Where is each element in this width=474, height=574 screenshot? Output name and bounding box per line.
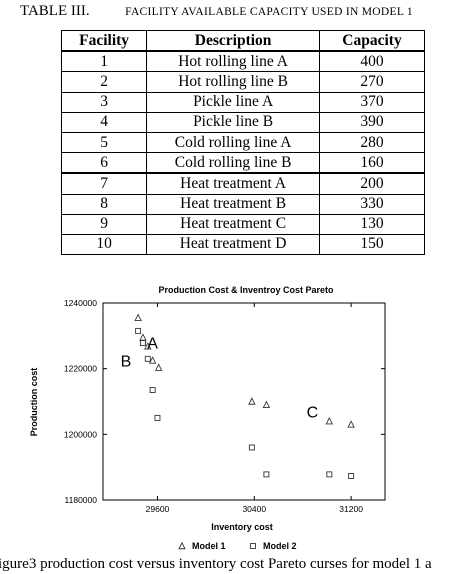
legend-label: Model 1 xyxy=(192,541,226,551)
model2-point xyxy=(139,340,146,347)
model1-point xyxy=(134,313,142,321)
data-points xyxy=(134,313,355,479)
model2-point xyxy=(149,387,156,393)
cell-description: Hot rolling line B xyxy=(146,71,320,93)
y-tick-label: 1200000 xyxy=(64,429,97,439)
model1-point xyxy=(144,342,152,350)
pareto-chart-svg: Production Cost & Inventroy Cost Pareto … xyxy=(29,285,386,551)
model1-point xyxy=(262,400,271,408)
header-capacity: Capacity xyxy=(319,30,425,53)
facility-capacity-table: Facility Description Capacity 1 Hot rolli… xyxy=(60,30,425,256)
annotation-label: C xyxy=(307,404,319,421)
model1-point xyxy=(154,363,163,371)
model1-point xyxy=(148,356,157,364)
y-axis-label: Production cost xyxy=(29,368,39,437)
header-facility: Facility xyxy=(60,30,148,53)
table-row: 4 Pickle line B 390 xyxy=(60,111,425,133)
legend-marker xyxy=(250,543,256,549)
table-row: 10 Heat treatment D 150 xyxy=(60,233,425,256)
cell-capacity: 200 xyxy=(319,172,425,195)
legend-marker xyxy=(178,541,186,550)
cell-facility: 3 xyxy=(60,91,148,113)
x-tick-label: 29600 xyxy=(146,504,170,514)
model2-point xyxy=(263,471,270,478)
model2-point xyxy=(348,473,355,479)
cell-description: Heat treatment C xyxy=(146,213,320,235)
y-tick-label: 1240000 xyxy=(64,298,97,308)
table-row: 9 Heat treatment C 130 xyxy=(60,213,425,235)
model1-point xyxy=(248,397,256,405)
cell-description: Pickle line B xyxy=(146,111,320,133)
model2-point xyxy=(135,327,142,334)
x-axis: 29600 30400 31200 xyxy=(146,303,363,514)
cell-description: Heat treatment B xyxy=(146,193,320,215)
x-axis-label: Inventory cost xyxy=(211,522,273,532)
cell-description: Hot rolling line A xyxy=(146,50,320,73)
table-label: TABLE III. xyxy=(20,3,90,19)
cell-description: Pickle line A xyxy=(146,91,320,113)
chart-title: Production Cost & Inventroy Cost Pareto xyxy=(158,285,334,295)
cell-capacity: 330 xyxy=(319,193,425,215)
table-caption: TABLE III. FACILITY AVAILABLE CAPACITY U… xyxy=(20,3,470,20)
cell-capacity: 370 xyxy=(319,91,425,113)
cell-capacity: 270 xyxy=(319,71,425,93)
cell-capacity: 130 xyxy=(319,213,425,235)
cell-description: Heat treatment D xyxy=(146,233,320,256)
annotations: AB C xyxy=(121,335,319,421)
cell-facility: 7 xyxy=(60,172,148,195)
cell-description: Cold rolling line A xyxy=(146,131,320,154)
x-tick-label: 30400 xyxy=(242,504,266,514)
cell-capacity: 400 xyxy=(319,50,425,73)
table-row: 7 Heat treatment A 200 xyxy=(60,172,425,195)
cell-facility: 2 xyxy=(60,71,148,93)
cell-description: Heat treatment A xyxy=(146,172,320,195)
table-row: 8 Heat treatment B 330 xyxy=(60,193,425,215)
table-header-row: Facility Description Capacity xyxy=(60,30,425,53)
table-title: FACILITY AVAILABLE CAPACITY USED IN MODE… xyxy=(125,6,413,18)
model2-point xyxy=(248,444,255,451)
annotation-label: A xyxy=(147,335,158,352)
table-row: 1 Hot rolling line A 400 xyxy=(60,50,425,73)
model1-point xyxy=(325,416,334,425)
cell-facility: 8 xyxy=(60,193,148,215)
model2-point xyxy=(144,355,151,362)
annotation-label: B xyxy=(121,353,132,370)
cell-facility: 4 xyxy=(60,111,148,133)
cell-capacity: 150 xyxy=(319,233,425,256)
legend-label: Model 2 xyxy=(263,541,297,551)
cell-facility: 9 xyxy=(60,213,148,235)
cell-capacity: 160 xyxy=(319,152,425,175)
cell-description: Cold rolling line B xyxy=(146,152,320,175)
cell-facility: 5 xyxy=(60,131,148,154)
figure-caption: igure3 production cost versus inventory … xyxy=(0,556,432,572)
cell-facility: 1 xyxy=(60,50,148,73)
table-body: 1 Hot rolling line A 400 2 Hot rolling line … xyxy=(60,50,425,256)
table-row: 2 Hot rolling line B 270 xyxy=(60,71,425,93)
cell-capacity: 280 xyxy=(319,131,425,154)
y-tick-label: 1220000 xyxy=(64,364,97,374)
table-row: 5 Cold rolling line A 280 xyxy=(60,131,425,154)
cell-capacity: 390 xyxy=(319,111,425,133)
y-axis: 1180000 1200000 1220000 1240000 xyxy=(64,298,385,505)
legend: Model 1 Model 2 xyxy=(178,541,297,551)
header-description: Description xyxy=(146,30,320,53)
cell-facility: 6 xyxy=(60,152,148,175)
table-row: 3 Pickle line A 370 xyxy=(60,91,425,113)
cell-facility: 10 xyxy=(60,233,148,256)
model1-point xyxy=(139,333,147,341)
model2-point xyxy=(154,414,161,421)
table-row: 6 Cold rolling line B 160 xyxy=(60,152,425,175)
model2-point xyxy=(326,471,333,478)
x-tick-label: 31200 xyxy=(339,504,363,514)
y-tick-label: 1180000 xyxy=(65,495,98,505)
model1-point xyxy=(347,420,355,428)
pareto-chart: Production Cost & Inventroy Cost Pareto … xyxy=(0,280,474,574)
plot-frame xyxy=(102,302,386,501)
